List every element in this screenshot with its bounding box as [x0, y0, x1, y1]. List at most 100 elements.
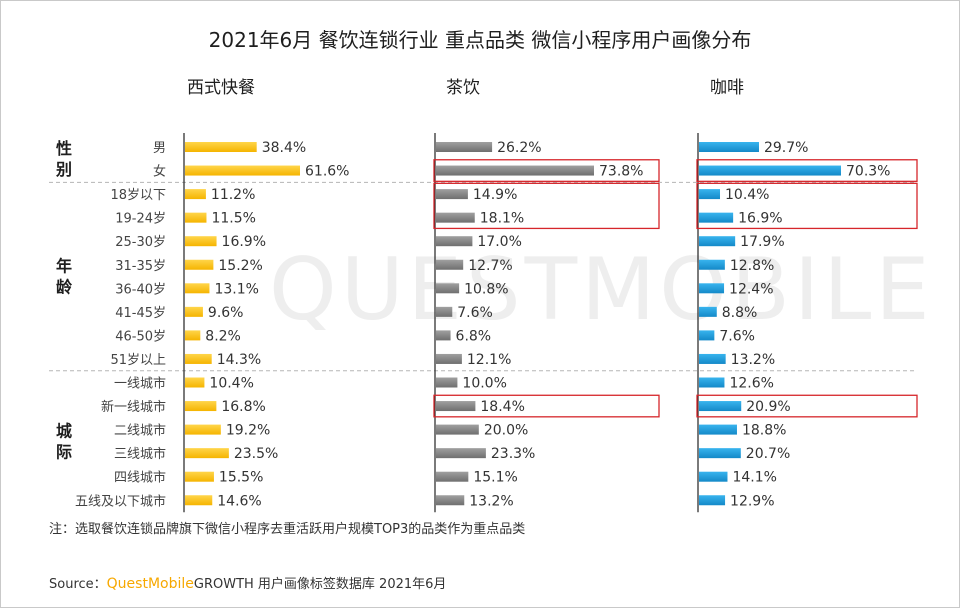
bar — [436, 424, 479, 435]
data-label: 6.8% — [456, 328, 492, 344]
data-label: 8.8% — [722, 305, 758, 321]
data-label: 17.9% — [740, 234, 784, 250]
group-label: 龄 — [56, 278, 73, 297]
data-label: 12.7% — [468, 258, 512, 274]
bar — [699, 212, 734, 223]
bar — [185, 401, 217, 412]
data-label: 15.5% — [219, 470, 263, 486]
row-label: 二线城市 — [114, 423, 166, 439]
bar — [699, 165, 841, 176]
group-label: 年 — [56, 257, 72, 276]
data-label: 17.0% — [477, 234, 521, 250]
bar — [699, 495, 726, 506]
bar — [699, 448, 741, 459]
bar — [436, 330, 451, 341]
group-label: 性 — [56, 139, 72, 158]
bar — [185, 448, 229, 459]
row-label: 一线城市 — [114, 376, 166, 392]
bar — [436, 283, 460, 294]
row-label: 51岁以上 — [110, 353, 166, 368]
source-line: Source：QuestMobileGROWTH 用户画像标签数据库 2021年… — [49, 576, 446, 592]
bar — [699, 401, 742, 412]
bar — [699, 377, 725, 388]
data-label: 23.5% — [234, 446, 278, 462]
row-label: 46-50岁 — [115, 329, 166, 344]
bar — [699, 471, 728, 482]
data-label: 14.9% — [473, 187, 517, 203]
data-label: 73.8% — [599, 164, 643, 180]
row-label: 31-35岁 — [115, 259, 166, 274]
bar — [436, 495, 465, 506]
data-label: 11.5% — [211, 211, 255, 227]
group-label: 际 — [56, 442, 72, 461]
bar — [699, 259, 725, 270]
row-label: 三线城市 — [114, 446, 166, 462]
bar — [436, 259, 464, 270]
bar — [436, 212, 475, 223]
data-label: 12.8% — [730, 258, 774, 274]
bar — [185, 306, 203, 317]
group-label: 别 — [55, 160, 72, 179]
data-label: 13.2% — [469, 493, 513, 509]
data-label: 18.8% — [742, 423, 786, 439]
data-label: 23.3% — [491, 446, 535, 462]
bar — [436, 189, 468, 200]
data-label: 8.2% — [205, 328, 241, 344]
data-label: 14.3% — [217, 352, 261, 368]
bar — [185, 165, 300, 176]
source-prefix: Source： — [49, 577, 107, 592]
bar — [436, 471, 469, 482]
bar — [699, 142, 759, 152]
row-label: 25-30岁 — [115, 235, 166, 250]
bar — [185, 495, 213, 506]
bar — [699, 189, 721, 200]
bar — [436, 401, 476, 412]
data-label: 7.6% — [457, 305, 493, 321]
bar — [436, 377, 458, 388]
data-label: 18.1% — [480, 211, 524, 227]
data-label: 12.1% — [467, 352, 511, 368]
bar — [185, 283, 210, 294]
data-label: 70.3% — [846, 164, 890, 180]
data-label: 12.4% — [729, 281, 773, 297]
data-label: 26.2% — [497, 140, 541, 156]
source-text: GROWTH 用户画像标签数据库 2021年6月 — [194, 576, 447, 592]
highlight-box — [433, 394, 660, 418]
data-label: 18.4% — [480, 399, 524, 415]
data-label: 10.4% — [209, 376, 253, 392]
highlight-box — [433, 182, 660, 230]
bar — [699, 330, 715, 341]
data-label: 20.7% — [746, 446, 790, 462]
row-label: 18岁以下 — [110, 188, 166, 203]
bar — [699, 236, 736, 247]
data-label: 14.1% — [732, 470, 776, 486]
data-label: 16.8% — [221, 399, 265, 415]
bar — [436, 142, 493, 152]
data-label: 20.9% — [746, 399, 790, 415]
row-label: 男 — [153, 141, 166, 156]
row-label: 19-24岁 — [115, 212, 166, 227]
bar — [185, 424, 221, 435]
data-label: 13.1% — [214, 281, 258, 297]
watermark: QUESTMOBILE — [269, 240, 934, 340]
data-label: 61.6% — [305, 164, 349, 180]
row-label: 五线及以下城市 — [75, 493, 166, 509]
row-label: 36-40岁 — [115, 282, 166, 297]
data-label: 16.9% — [222, 234, 266, 250]
bar — [436, 448, 486, 459]
row-label: 41-45岁 — [115, 306, 166, 321]
data-label: 12.9% — [730, 493, 774, 509]
data-label: 12.6% — [729, 376, 773, 392]
highlight-box — [433, 159, 660, 182]
bar — [436, 353, 462, 364]
bar — [185, 259, 214, 270]
data-label: 16.9% — [738, 211, 782, 227]
row-label: 女 — [153, 164, 166, 180]
bar — [185, 189, 206, 200]
bar — [185, 236, 217, 247]
bar — [436, 306, 453, 317]
bar — [699, 306, 717, 317]
highlight-box — [696, 159, 918, 182]
